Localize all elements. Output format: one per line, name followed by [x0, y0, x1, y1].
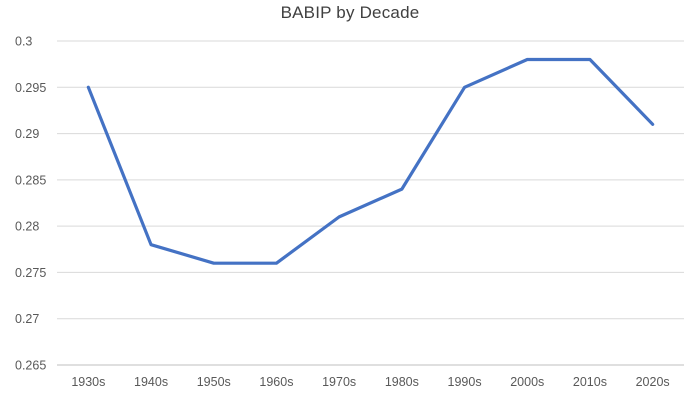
x-tick-label: 1930s	[71, 375, 105, 389]
x-tick-label: 2010s	[573, 375, 607, 389]
x-tick-label: 1950s	[197, 375, 231, 389]
chart-title: BABIP by Decade	[280, 3, 420, 22]
x-tick-label: 1970s	[322, 375, 356, 389]
y-tick-label: 0.28	[15, 220, 39, 234]
y-tick-label: 0.3	[15, 35, 32, 49]
x-tick-label: 1960s	[259, 375, 293, 389]
y-tick-label: 0.265	[15, 359, 46, 373]
x-tick-label: 1990s	[448, 375, 482, 389]
y-tick-label: 0.295	[15, 81, 46, 95]
babip-line-series	[86, 57, 655, 265]
y-tick-label: 0.275	[15, 266, 46, 280]
x-tick-label: 1940s	[134, 375, 168, 389]
x-tick-label: 2000s	[510, 375, 544, 389]
x-tick-label: 2020s	[636, 375, 670, 389]
y-tick-label: 0.29	[15, 127, 39, 141]
y-tick-label: 0.285	[15, 173, 46, 187]
x-tick-label: 1980s	[385, 375, 419, 389]
y-tick-label: 0.27	[15, 312, 39, 326]
